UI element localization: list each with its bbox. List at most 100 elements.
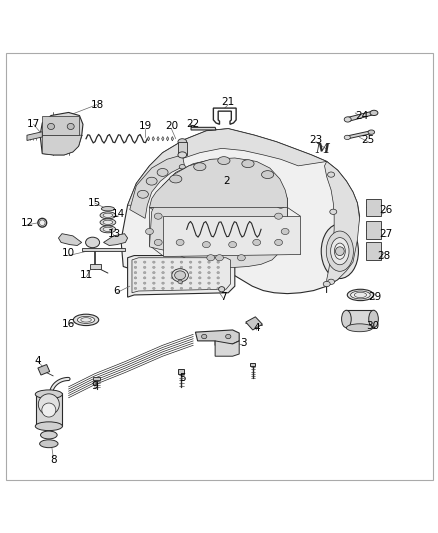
- Ellipse shape: [327, 279, 334, 285]
- Polygon shape: [365, 221, 380, 239]
- Ellipse shape: [170, 277, 173, 279]
- Ellipse shape: [47, 124, 54, 130]
- Text: 29: 29: [367, 292, 381, 302]
- Text: 23: 23: [308, 135, 321, 144]
- Text: 19: 19: [138, 122, 152, 132]
- Polygon shape: [161, 136, 164, 141]
- Ellipse shape: [154, 239, 162, 246]
- Ellipse shape: [230, 180, 238, 187]
- Polygon shape: [346, 310, 373, 328]
- Polygon shape: [127, 128, 326, 205]
- Ellipse shape: [146, 177, 157, 185]
- Ellipse shape: [100, 212, 116, 219]
- Polygon shape: [42, 116, 78, 135]
- Ellipse shape: [39, 440, 58, 448]
- Polygon shape: [132, 258, 230, 293]
- Ellipse shape: [100, 219, 116, 226]
- Ellipse shape: [207, 282, 210, 284]
- Polygon shape: [127, 255, 234, 297]
- Ellipse shape: [180, 282, 182, 284]
- Ellipse shape: [161, 287, 164, 289]
- Polygon shape: [130, 155, 184, 219]
- Ellipse shape: [170, 282, 173, 284]
- Ellipse shape: [170, 261, 173, 263]
- Ellipse shape: [241, 160, 254, 167]
- Ellipse shape: [176, 180, 184, 187]
- Ellipse shape: [39, 220, 45, 225]
- Ellipse shape: [216, 261, 219, 263]
- Ellipse shape: [341, 310, 350, 328]
- Text: 4: 4: [35, 356, 41, 366]
- Text: 26: 26: [378, 205, 392, 215]
- Ellipse shape: [274, 213, 282, 219]
- Ellipse shape: [81, 318, 91, 322]
- Ellipse shape: [201, 334, 206, 338]
- Text: 8: 8: [50, 455, 57, 465]
- Ellipse shape: [176, 239, 184, 246]
- Text: 2: 2: [222, 176, 229, 186]
- Ellipse shape: [152, 287, 155, 289]
- Ellipse shape: [161, 271, 164, 274]
- Polygon shape: [90, 264, 101, 269]
- Ellipse shape: [228, 241, 236, 248]
- Ellipse shape: [134, 261, 137, 263]
- Polygon shape: [81, 248, 125, 251]
- Ellipse shape: [189, 271, 191, 274]
- Ellipse shape: [367, 130, 374, 134]
- Polygon shape: [365, 243, 380, 260]
- Text: 12: 12: [20, 218, 33, 228]
- Ellipse shape: [143, 266, 146, 269]
- Polygon shape: [121, 128, 359, 294]
- Polygon shape: [346, 111, 374, 121]
- Ellipse shape: [198, 266, 201, 269]
- Ellipse shape: [77, 317, 95, 324]
- Ellipse shape: [42, 403, 56, 417]
- Polygon shape: [365, 199, 380, 216]
- Ellipse shape: [189, 282, 191, 284]
- Ellipse shape: [368, 310, 378, 328]
- Ellipse shape: [207, 271, 210, 274]
- Bar: [35, 393, 62, 426]
- Ellipse shape: [207, 287, 210, 289]
- Ellipse shape: [103, 220, 113, 224]
- Polygon shape: [324, 161, 359, 293]
- Ellipse shape: [193, 163, 205, 171]
- Ellipse shape: [170, 271, 173, 274]
- Polygon shape: [250, 363, 255, 366]
- Polygon shape: [93, 377, 100, 380]
- Text: 7: 7: [220, 292, 227, 302]
- Text: 9: 9: [91, 381, 98, 391]
- Polygon shape: [149, 158, 287, 207]
- Text: 5: 5: [179, 373, 185, 383]
- Ellipse shape: [67, 124, 74, 130]
- Text: 18: 18: [90, 100, 103, 110]
- Polygon shape: [177, 369, 184, 374]
- Text: 13: 13: [108, 229, 121, 239]
- Ellipse shape: [143, 271, 146, 274]
- Ellipse shape: [174, 271, 185, 280]
- Polygon shape: [103, 233, 127, 246]
- Ellipse shape: [73, 314, 99, 326]
- Polygon shape: [152, 136, 154, 141]
- Ellipse shape: [225, 334, 230, 338]
- Ellipse shape: [198, 282, 201, 284]
- Polygon shape: [215, 341, 239, 356]
- Ellipse shape: [137, 190, 148, 198]
- Ellipse shape: [161, 266, 164, 269]
- Ellipse shape: [100, 226, 116, 233]
- Ellipse shape: [134, 287, 137, 289]
- Ellipse shape: [330, 238, 348, 265]
- Ellipse shape: [134, 266, 137, 269]
- Ellipse shape: [40, 431, 57, 439]
- Ellipse shape: [152, 277, 155, 279]
- Ellipse shape: [202, 241, 210, 248]
- Ellipse shape: [180, 277, 182, 279]
- Ellipse shape: [350, 291, 369, 299]
- Ellipse shape: [170, 287, 173, 289]
- Ellipse shape: [189, 287, 191, 289]
- Ellipse shape: [281, 229, 288, 235]
- Ellipse shape: [237, 255, 245, 261]
- Text: 20: 20: [164, 122, 177, 132]
- Ellipse shape: [143, 287, 146, 289]
- Ellipse shape: [170, 266, 173, 269]
